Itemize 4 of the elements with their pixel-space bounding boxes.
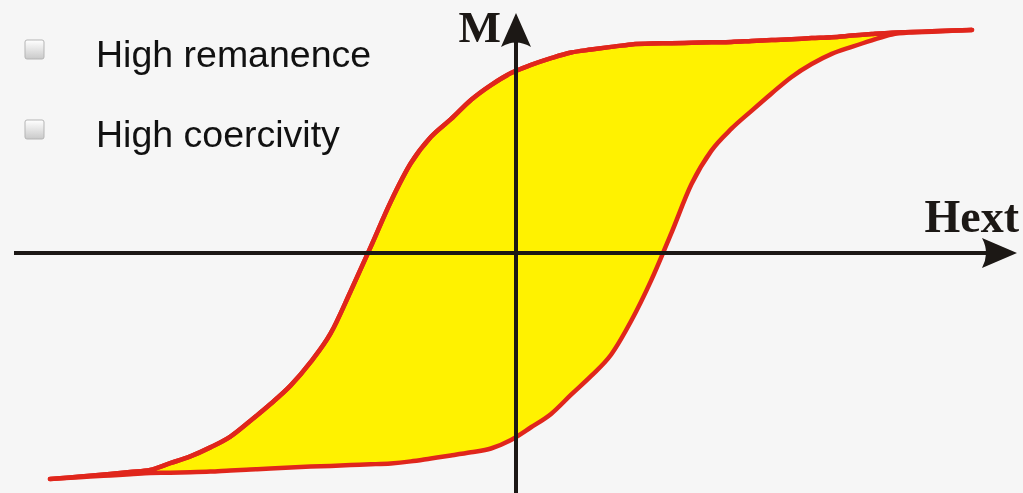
annotation: High coercivity [96,113,341,155]
annotation: High remanence [96,33,372,75]
y-axis-title: M [458,2,501,52]
x-axis-title: Hext [924,191,1020,242]
